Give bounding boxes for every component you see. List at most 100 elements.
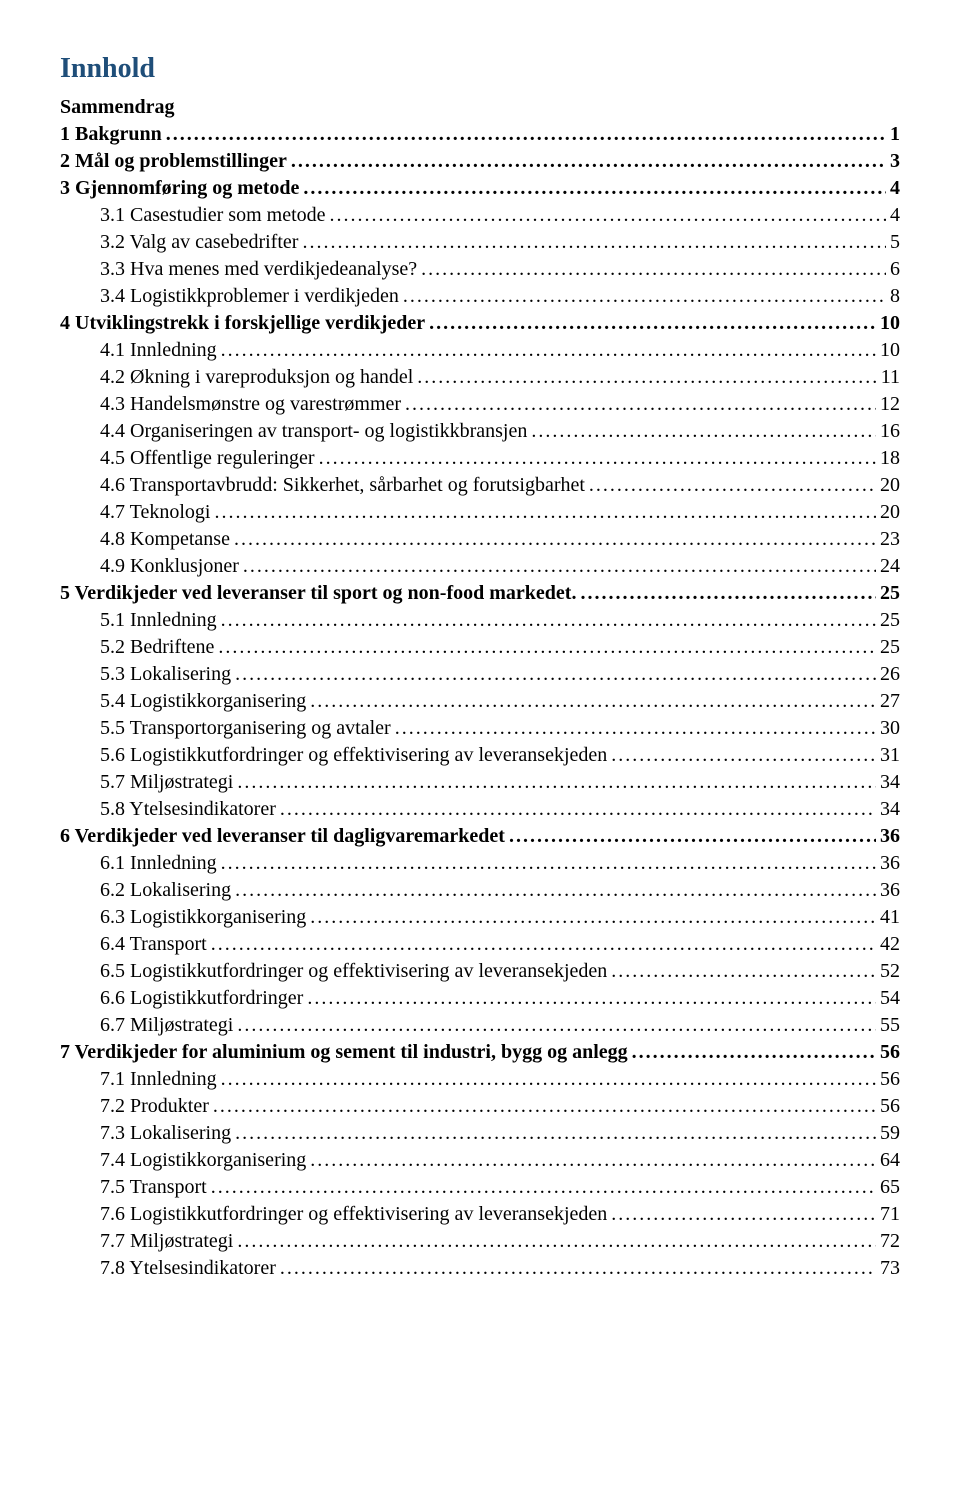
toc-entry-page: 30 — [880, 715, 900, 742]
toc-entry-page: 12 — [880, 391, 900, 418]
toc-entry-page: 25 — [880, 634, 900, 661]
toc-entry[interactable]: 3.1 Casestudier som metode4 — [60, 202, 900, 229]
toc-leader — [243, 553, 876, 580]
toc-entry[interactable]: 3.2 Valg av casebedrifter5 — [60, 229, 900, 256]
toc-entry-page: 8 — [890, 283, 900, 310]
toc-leader — [611, 742, 876, 769]
toc-entry-label: 3.3 Hva menes med verdikjedeanalyse? — [100, 256, 417, 283]
toc-entry[interactable]: 4.7 Teknologi 20 — [60, 499, 900, 526]
toc-entry-page: 56 — [880, 1066, 900, 1093]
toc-leader — [221, 850, 876, 877]
toc-entry[interactable]: 5.8 Ytelsesindikatorer34 — [60, 796, 900, 823]
toc-leader — [580, 580, 876, 607]
toc-leader — [429, 310, 876, 337]
toc-leader — [291, 148, 886, 175]
toc-entry[interactable]: 5.7 Miljøstrategi34 — [60, 769, 900, 796]
toc-entry-label: 5.5 Transportorganisering og avtaler — [100, 715, 391, 742]
toc-entry[interactable]: 7.4 Logistikkorganisering 64 — [60, 1147, 900, 1174]
toc-entry-label: 7.8 Ytelsesindikatorer — [100, 1255, 276, 1282]
toc-entry-page: 16 — [880, 418, 900, 445]
toc-entry-label: 5.1 Innledning — [100, 607, 217, 634]
toc-entry-page: 56 — [880, 1093, 900, 1120]
toc-entry[interactable]: 5.4 Logistikkorganisering27 — [60, 688, 900, 715]
toc-entry[interactable]: 5.5 Transportorganisering og avtaler 30 — [60, 715, 900, 742]
toc-leader — [166, 121, 886, 148]
toc-entry[interactable]: 6 Verdikjeder ved leveranser til dagligv… — [60, 823, 900, 850]
toc-entry[interactable]: 7 Verdikjeder for aluminium og sement ti… — [60, 1039, 900, 1066]
toc-entry-page: 3 — [890, 148, 900, 175]
toc-entry-label: 4.1 Innledning — [100, 337, 217, 364]
toc-container: Sammendrag1 Bakgrunn12 Mål og problemsti… — [60, 94, 900, 1282]
toc-entry[interactable]: 4.2 Økning i vareproduksjon og handel11 — [60, 364, 900, 391]
toc-entry-label: 6.3 Logistikkorganisering — [100, 904, 306, 931]
toc-entry[interactable]: 1 Bakgrunn1 — [60, 121, 900, 148]
toc-entry-label: 5.2 Bedriftene — [100, 634, 214, 661]
toc-entry[interactable]: 5.1 Innledning25 — [60, 607, 900, 634]
toc-entry-label: 6.5 Logistikkutfordringer og effektivise… — [100, 958, 607, 985]
toc-entry[interactable]: 4.5 Offentlige reguleringer18 — [60, 445, 900, 472]
toc-entry-label: 5.3 Lokalisering — [100, 661, 231, 688]
toc-entry[interactable]: 7.6 Logistikkutfordringer og effektivise… — [60, 1201, 900, 1228]
toc-entry[interactable]: 5.6 Logistikkutfordringer og effektivise… — [60, 742, 900, 769]
toc-entry[interactable]: 6.2 Lokalisering36 — [60, 877, 900, 904]
toc-entry[interactable]: 4.3 Handelsmønstre og varestrømmer 12 — [60, 391, 900, 418]
toc-entry[interactable]: 2 Mål og problemstillinger 3 — [60, 148, 900, 175]
toc-entry-label: 7.6 Logistikkutfordringer og effektivise… — [100, 1201, 607, 1228]
toc-entry[interactable]: 4.8 Kompetanse23 — [60, 526, 900, 553]
toc-entry[interactable]: 6.5 Logistikkutfordringer og effektivise… — [60, 958, 900, 985]
toc-entry[interactable]: 7.5 Transport65 — [60, 1174, 900, 1201]
toc-entry[interactable]: 4 Utviklingstrekk i forskjellige verdikj… — [60, 310, 900, 337]
toc-entry[interactable]: 7.3 Lokalisering59 — [60, 1120, 900, 1147]
toc-entry[interactable]: 4.4 Organiseringen av transport- og logi… — [60, 418, 900, 445]
toc-entry[interactable]: 4.1 Innledning10 — [60, 337, 900, 364]
toc-entry-label: 7.3 Lokalisering — [100, 1120, 231, 1147]
toc-entry[interactable]: 7.7 Miljøstrategi72 — [60, 1228, 900, 1255]
toc-entry-label: 7.4 Logistikkorganisering — [100, 1147, 306, 1174]
toc-entry[interactable]: 4.6 Transportavbrudd: Sikkerhet, sårbarh… — [60, 472, 900, 499]
toc-entry-page: 64 — [880, 1147, 900, 1174]
toc-leader — [303, 175, 886, 202]
toc-entry-label: 7.5 Transport — [100, 1174, 207, 1201]
toc-entry[interactable]: 7.8 Ytelsesindikatorer73 — [60, 1255, 900, 1282]
toc-entry[interactable]: 5 Verdikjeder ved leveranser til sport o… — [60, 580, 900, 607]
toc-leader — [310, 904, 876, 931]
toc-entry-label: 4.7 Teknologi — [100, 499, 210, 526]
toc-entry[interactable]: 7.2 Produkter56 — [60, 1093, 900, 1120]
toc-leader — [237, 1228, 876, 1255]
toc-entry-label: 4.5 Offentlige reguleringer — [100, 445, 315, 472]
toc-entry[interactable]: Sammendrag — [60, 94, 900, 121]
toc-entry-label: 3.1 Casestudier som metode — [100, 202, 326, 229]
toc-entry[interactable]: 5.3 Lokalisering26 — [60, 661, 900, 688]
toc-entry-label: 2 Mål og problemstillinger — [60, 148, 287, 175]
toc-leader — [280, 796, 876, 823]
toc-entry-page: 10 — [880, 310, 900, 337]
toc-entry-label: 7.1 Innledning — [100, 1066, 217, 1093]
toc-leader — [235, 877, 876, 904]
toc-entry[interactable]: 4.9 Konklusjoner24 — [60, 553, 900, 580]
toc-leader — [221, 337, 876, 364]
toc-entry-label: 5.6 Logistikkutfordringer og effektivise… — [100, 742, 607, 769]
toc-entry-page: 31 — [880, 742, 900, 769]
toc-entry-label: 3 Gjennomføring og metode — [60, 175, 299, 202]
toc-entry[interactable]: 3.3 Hva menes med verdikjedeanalyse?6 — [60, 256, 900, 283]
toc-leader — [611, 958, 876, 985]
toc-leader — [213, 1093, 876, 1120]
toc-entry[interactable]: 6.3 Logistikkorganisering41 — [60, 904, 900, 931]
toc-leader — [405, 391, 876, 418]
toc-leader — [395, 715, 876, 742]
toc-entry[interactable]: 7.1 Innledning 56 — [60, 1066, 900, 1093]
toc-entry[interactable]: 3 Gjennomføring og metode4 — [60, 175, 900, 202]
toc-entry-page: 34 — [880, 769, 900, 796]
toc-entry[interactable]: 3.4 Logistikkproblemer i verdikjeden8 — [60, 283, 900, 310]
toc-entry-page: 20 — [880, 499, 900, 526]
toc-entry-page: 34 — [880, 796, 900, 823]
toc-entry-label: 4.3 Handelsmønstre og varestrømmer — [100, 391, 401, 418]
toc-entry[interactable]: 6.6 Logistikkutfordringer54 — [60, 985, 900, 1012]
toc-entry-page: 1 — [890, 121, 900, 148]
toc-entry[interactable]: 6.4 Transport42 — [60, 931, 900, 958]
toc-entry[interactable]: 6.1 Innledning36 — [60, 850, 900, 877]
toc-leader — [221, 1066, 876, 1093]
toc-entry[interactable]: 5.2 Bedriftene 25 — [60, 634, 900, 661]
toc-entry[interactable]: 6.7 Miljøstrategi55 — [60, 1012, 900, 1039]
toc-entry-label: 5.4 Logistikkorganisering — [100, 688, 306, 715]
